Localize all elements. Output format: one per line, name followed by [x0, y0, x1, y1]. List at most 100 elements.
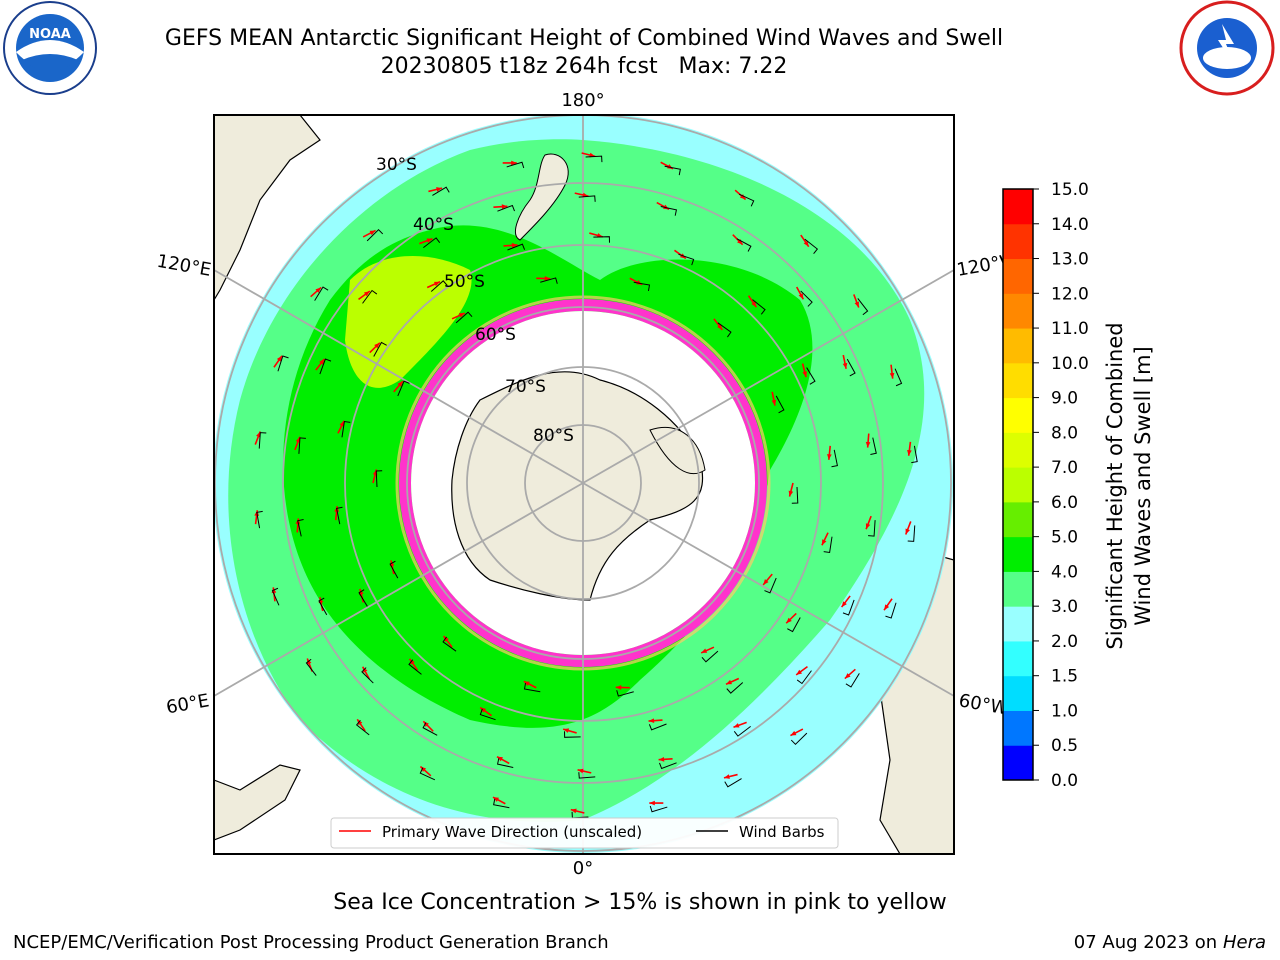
wave-arrow-head [577, 768, 584, 774]
wind-barb [423, 237, 441, 248]
wave-arrow-head [865, 441, 871, 448]
wind-barb [752, 299, 766, 315]
legend-wind-label: Wind Barbs [739, 823, 825, 841]
wind-barb [800, 290, 813, 307]
wave-arrow-head [854, 301, 859, 308]
colorbar-frame [1002, 188, 1034, 781]
run-date-text: 07 Aug 2023 on [1073, 932, 1218, 953]
wind-barb [540, 277, 558, 284]
colorbar-tick-label: 12.0 [1051, 284, 1089, 304]
wind-barb [362, 289, 378, 304]
wind-barb [389, 560, 399, 579]
wave-arrow-head [363, 291, 370, 297]
wave-arrow-head [771, 399, 777, 406]
colorbar-tick-label: 15.0 [1051, 180, 1089, 200]
wind-barb [496, 758, 514, 768]
wind-barb [397, 380, 410, 397]
wind-barb [701, 650, 719, 663]
wind-barb [911, 445, 918, 464]
colorbar-label-line2: Wind Waves and Swell [m] [1131, 346, 1155, 626]
wave-arrow-head [544, 276, 551, 281]
wave-arrow-head [844, 673, 851, 679]
wave-arrow-head [339, 420, 345, 427]
colorbar: 0.0 0.5 1.0 1.5 2.0 3.0 4.0 5.0 6.0 7.0 8.0 9.0 10.0… [1002, 180, 1089, 791]
colorbar-tick-label: 4.0 [1051, 562, 1078, 582]
wind-barb [738, 193, 755, 207]
wind-barb [366, 228, 384, 242]
lon-label-0: 0° [573, 858, 593, 879]
wind-barb [790, 732, 808, 746]
colorbar-bin [1003, 710, 1033, 746]
lat-label-30s: 30°S [376, 155, 417, 175]
wind-barb [870, 437, 877, 456]
lon-label-60w: 60°W [957, 690, 1010, 719]
wave-arrow-head [905, 528, 910, 535]
wind-barb [442, 636, 457, 652]
wind-barb [318, 597, 328, 616]
sea-ice-note: Sea Ice Concentration > 15% is shown in … [333, 890, 947, 915]
land-africa [214, 764, 301, 841]
wind-barb [831, 449, 838, 468]
wind-barb [764, 577, 777, 594]
land-australia-west [214, 115, 321, 302]
wind-barb [787, 617, 801, 633]
producer-credit: NCEP/EMC/Verification Post Processing Pr… [13, 932, 609, 953]
wind-barb [593, 236, 611, 243]
wind-barb [724, 778, 742, 788]
wind-barb [256, 510, 263, 529]
wind-barb [806, 367, 816, 385]
colorbar-bin [1003, 606, 1033, 642]
wave-arrow-head [790, 730, 797, 736]
colorbar-tick-label: 9.0 [1051, 389, 1078, 409]
colorbar-bin [1003, 223, 1033, 260]
legend-wave-label: Primary Wave Direction (unscaled) [382, 823, 642, 841]
wave-arrow-head [423, 721, 429, 727]
colorbar-bin [1003, 362, 1033, 399]
colorbar-bin [1003, 745, 1033, 781]
wind-barb [791, 486, 799, 504]
wind-barb [678, 253, 695, 266]
colorbar-bin [1003, 536, 1033, 572]
wave-arrow-head [842, 362, 848, 369]
wind-barb [305, 658, 317, 676]
wave-arrow-head [701, 648, 708, 653]
colorbar-tick-label: 7.0 [1051, 458, 1078, 478]
colorbar-tick-label: 1.5 [1051, 667, 1078, 687]
wind-barb [660, 206, 678, 216]
wave-arrow-head [733, 723, 740, 728]
wind-barb [578, 195, 596, 202]
wave-arrow-head [658, 757, 665, 762]
colorbar-tick-label: 3.0 [1051, 597, 1078, 617]
wind-barb [733, 726, 751, 737]
wind-barb [430, 280, 448, 292]
wind-barb [523, 682, 541, 693]
wave-arrow-head [496, 756, 503, 762]
wave-arrow-head [737, 239, 743, 245]
wave-arrow-head [362, 666, 368, 673]
wind-barb [633, 281, 651, 292]
wind-barb [375, 470, 383, 488]
colorbar-tick-label: 11.0 [1051, 319, 1089, 339]
wave-arrow-head [434, 281, 440, 287]
colorbar-bin [1003, 189, 1033, 225]
wave-arrow-head [763, 579, 769, 585]
wind-barb [736, 238, 752, 252]
colorbar-bin [1003, 432, 1033, 468]
wave-arrow-head [726, 679, 732, 685]
wave-arrow-head [511, 243, 518, 248]
wave-arrow-head [865, 523, 871, 530]
wave-arrow-head [788, 490, 794, 497]
lon-label-180: 180° [561, 90, 604, 111]
run-host: Hera [1222, 932, 1266, 953]
wave-arrow-head [570, 808, 577, 814]
wind-barb [894, 368, 903, 387]
wave-arrow-head [615, 685, 622, 690]
colorbar-tick-label: 8.0 [1051, 423, 1078, 443]
wind-barb [664, 165, 681, 176]
wave-arrow-head [480, 707, 487, 713]
wind-barb [846, 358, 856, 377]
wind-barb [563, 731, 581, 738]
wind-barb [277, 355, 289, 372]
wind-barb [314, 286, 329, 301]
wave-arrow-head [458, 313, 465, 318]
